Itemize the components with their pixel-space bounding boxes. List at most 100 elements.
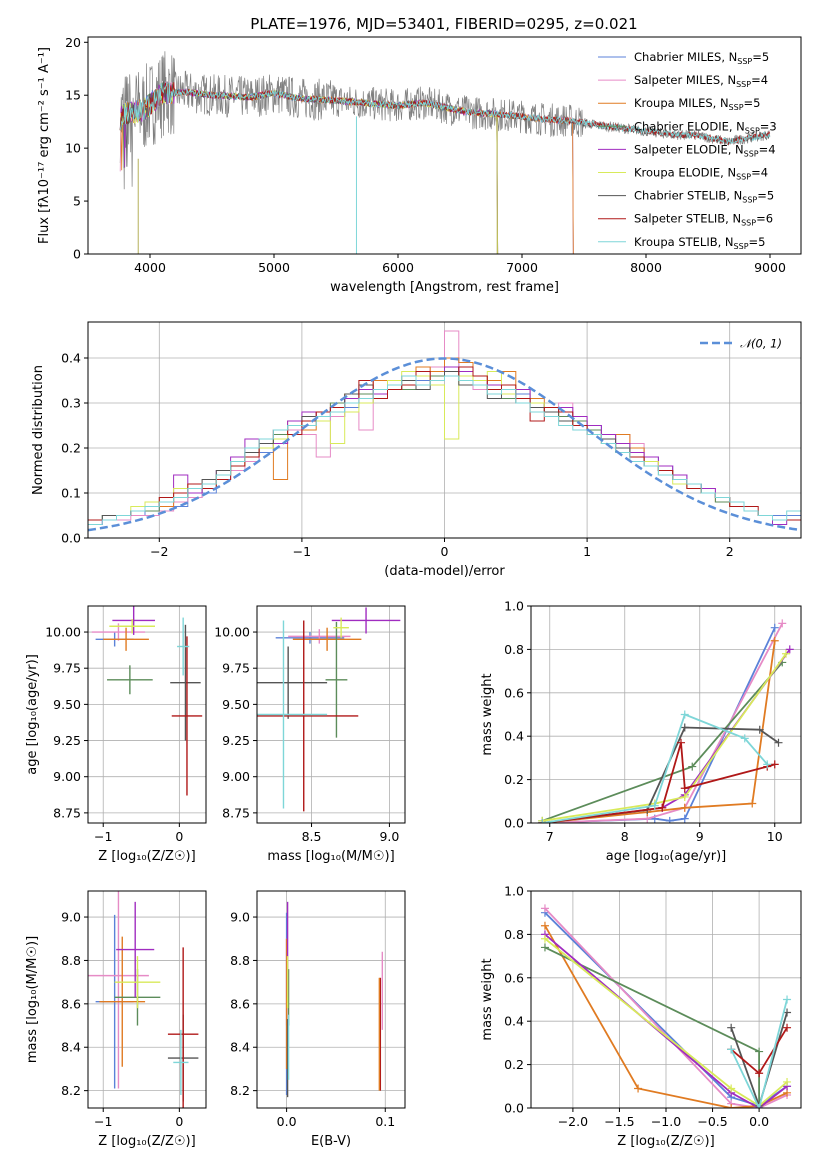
y-axis-label: mass weight [480, 958, 495, 1040]
y-tick-label: 8.2 [230, 1083, 250, 1098]
x-tick-label: 9 [696, 829, 704, 844]
axes-frame [530, 605, 802, 824]
plot-area [88, 330, 801, 538]
y-tick-label: 0.2 [61, 441, 81, 456]
y-tick-label: 5 [73, 194, 81, 209]
weight-marker [785, 645, 794, 654]
errorbar-point [167, 947, 199, 1108]
errorbar-point [257, 620, 359, 812]
x-tick-label: 5000 [258, 260, 290, 275]
x-axis-label: wavelength [Angstrom, rest frame] [330, 280, 559, 295]
x-tick-label: 0 [175, 1114, 183, 1129]
weight-marker [540, 904, 549, 913]
y-tick-label: 0.4 [504, 729, 524, 744]
weight-marker [540, 934, 549, 943]
y-tick-label: 10.00 [45, 625, 81, 640]
x-tick-label: 1 [583, 544, 591, 559]
y-tick-label: 8.6 [230, 996, 250, 1011]
errorbar-point [88, 891, 149, 1089]
x-tick-label: −1 [94, 1114, 112, 1129]
errorbar-point [331, 607, 401, 634]
weight-marker [774, 738, 783, 747]
x-axis-label: Z [log₁₀(Z/Z☉)] [98, 849, 195, 864]
y-axis-label: mass weight [480, 673, 495, 755]
x-tick-label: 6000 [382, 260, 414, 275]
panel-mass_vs_ebv: 0.0 0.1 8.2 8.4 8.6 8.8 9.0 E(B-V) [230, 890, 406, 1149]
weight-line [544, 937, 788, 1107]
x-tick-label: −2 [150, 544, 168, 559]
x-tick-label: 9.0 [379, 829, 399, 844]
y-tick-label: 8.8 [230, 953, 250, 968]
weight-marker [783, 1077, 792, 1086]
y-tick-label: 8.2 [61, 1083, 81, 1098]
plot-area [88, 891, 199, 1108]
y-tick-label: 0.6 [504, 970, 524, 985]
y-tick-label: 9.50 [53, 697, 81, 712]
weight-marker [538, 819, 547, 823]
legend-label: Salpeter MILES, NSSP=4 [634, 73, 768, 89]
errorbar-point [173, 1029, 189, 1095]
weight-marker [680, 803, 689, 812]
weight-marker [727, 1045, 736, 1054]
x-axis-label: Z [log₁₀(Z/Z☉)] [617, 1134, 714, 1149]
panel-age_vs_mass: 8.5 9.0 8.75 9.00 9.25 9.50 9.75 10.00 mass [log… [214, 605, 406, 864]
weight-series [538, 636, 779, 823]
histogram-step [88, 375, 801, 538]
weight-series [540, 934, 792, 1108]
weight-marker [740, 734, 749, 743]
weight-marker [680, 723, 689, 732]
weight-marker [755, 725, 764, 734]
weight-marker [755, 1104, 764, 1108]
weight-line [544, 907, 788, 1108]
y-tick-label: 9.25 [53, 733, 81, 748]
weight-marker [755, 1047, 764, 1056]
y-tick-label: 10 [65, 141, 81, 156]
weight-marker [778, 619, 787, 628]
y-tick-label: 9.00 [53, 769, 81, 784]
weight-line [542, 653, 787, 822]
axes-frame [87, 890, 207, 1109]
legend-label: 𝒩(0, 1) [740, 337, 782, 351]
legend-label: Kroupa MILES, NSSP=5 [634, 96, 760, 112]
y-tick-label: 0.6 [504, 685, 524, 700]
y-tick-label: 1.0 [504, 884, 524, 899]
axes-frame [256, 890, 406, 1109]
x-axis-label: Z [log₁₀(Z/Z☉)] [98, 1134, 195, 1149]
errorbar-point [257, 646, 328, 719]
weight-marker [665, 816, 674, 823]
weight-marker [770, 636, 779, 645]
legend-label: Chabrier MILES, NSSP=5 [634, 50, 769, 66]
weight-marker [680, 784, 689, 793]
x-tick-label: 0.0 [277, 1114, 297, 1129]
y-tick-label: 0.8 [504, 642, 524, 657]
legend-label: Kroupa STELIB, NSSP=5 [634, 235, 765, 251]
x-tick-label: 4000 [134, 260, 166, 275]
plot-area [119, 51, 771, 254]
weight-marker [770, 623, 779, 632]
errorbar-point [177, 617, 190, 676]
y-axis-label: Normed distribution [31, 365, 46, 495]
x-tick-label: 0 [175, 829, 183, 844]
legend-gaussian: 𝒩(0, 1) [700, 337, 782, 351]
weight-marker [540, 943, 549, 952]
x-tick-label: 7000 [506, 260, 538, 275]
weight-marker [677, 738, 685, 747]
x-tick-label: 8000 [630, 260, 662, 275]
y-tick-label: 1.0 [504, 599, 524, 614]
x-axis-label: age [log₁₀(age/yr)] [606, 849, 727, 864]
axes-frame [87, 605, 207, 824]
weight-series [538, 619, 787, 823]
weight-marker [680, 814, 689, 823]
weight-marker [755, 1069, 764, 1078]
weight-line [542, 622, 784, 823]
y-tick-label: 9.0 [230, 910, 250, 925]
errorbar-point [288, 629, 351, 644]
x-tick-label: −1.5 [604, 1114, 634, 1129]
y-tick-label: 0.2 [504, 1057, 524, 1072]
y-tick-label: 9.75 [222, 661, 250, 676]
axes-frame [87, 36, 802, 255]
y-tick-label: 8.8 [61, 953, 81, 968]
weight-marker [727, 1084, 736, 1093]
weight-series [538, 710, 772, 823]
